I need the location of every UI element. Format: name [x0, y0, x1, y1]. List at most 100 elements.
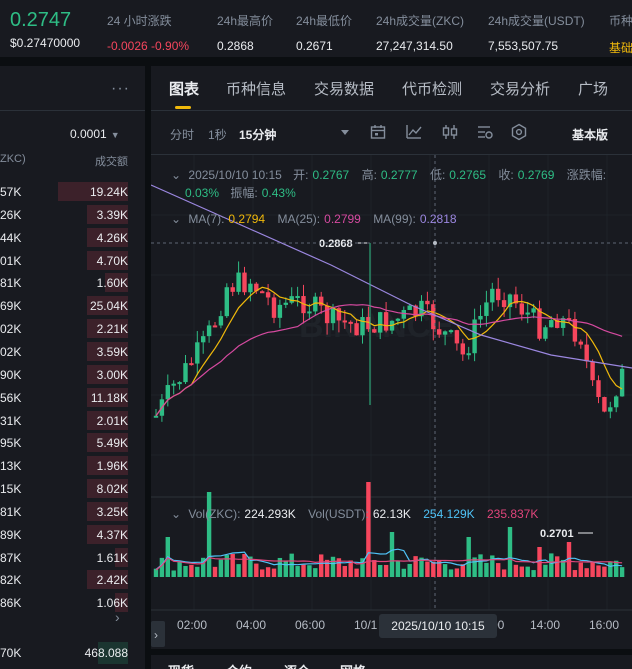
- depth-bar: [58, 182, 128, 201]
- candle-body: [560, 318, 566, 328]
- volume-legend: ⌄ Vol(ZKC): 224.293K Vol(USDT): 62.13K 254…: [171, 507, 539, 521]
- tab-chart[interactable]: 图表: [169, 81, 200, 98]
- calendar-icon[interactable]: [369, 123, 387, 141]
- tab-spot[interactable]: 现货: [168, 661, 194, 669]
- more-options-button[interactable]: ···: [111, 80, 130, 97]
- line-tool-icon[interactable]: [405, 123, 423, 141]
- candle-body: [513, 294, 519, 304]
- volume-bar: [265, 567, 271, 577]
- volume-bar: [619, 567, 625, 577]
- orderbook-row[interactable]: 89K 4.37K: [0, 523, 145, 545]
- orderbook-row[interactable]: 13K 1.96K: [0, 454, 145, 476]
- orderbook-row[interactable]: 56K 11.18K: [0, 386, 145, 408]
- orderbook-bottom-qty: 70K: [0, 646, 22, 660]
- orderbook-row[interactable]: 87K 1.61K: [0, 546, 145, 568]
- orderbook-row[interactable]: 57K 19.24K: [0, 180, 145, 202]
- orderbook-row[interactable]: 81K 3.25K: [0, 500, 145, 522]
- orderbook-row[interactable]: 02K 2.21K: [0, 317, 145, 339]
- volume-bar: [319, 554, 324, 577]
- x-tick-label: 04:00: [236, 618, 267, 632]
- candle-body: [614, 396, 619, 408]
- depth-bar: [87, 479, 128, 499]
- tab-isolated[interactable]: 逐仓: [284, 661, 310, 669]
- tab-coin-info[interactable]: 币种信息: [226, 81, 287, 98]
- orderbook-amount: 11.18K: [90, 390, 128, 405]
- orderbook-amount: 1.96K: [96, 459, 128, 474]
- candle-body: [171, 383, 176, 386]
- volume-bar: [260, 569, 265, 577]
- orderbook-row[interactable]: 15K 8.02K: [0, 477, 145, 499]
- orderbook-row[interactable]: 86K 1.06K: [0, 591, 145, 613]
- last-price-usd: $0.27470000: [10, 36, 81, 50]
- chevron-down-icon[interactable]: ⌄: [171, 507, 182, 521]
- chart-panel: 图表 币种信息 交易数据 代币检测 交易分析 广场 分时 1秒 15分钟 基本版…: [151, 66, 632, 649]
- orderbook-qty: 57K: [0, 185, 22, 199]
- candle-body: [584, 344, 589, 362]
- candle-body: [525, 312, 530, 315]
- volume-bar: [531, 570, 536, 577]
- orderbook-row[interactable]: 69K 25.04K: [0, 294, 145, 316]
- chevron-down-icon[interactable]: ⌄: [171, 168, 182, 182]
- chart-toolbar: 分时 1秒 15分钟 基本版: [151, 111, 632, 154]
- candle-body: [537, 308, 542, 339]
- volume-bar: [555, 556, 560, 577]
- volume-bar: [283, 560, 288, 577]
- indicator-icon[interactable]: [476, 123, 494, 141]
- volume-bar: [348, 560, 353, 577]
- tab-grid[interactable]: 网格: [340, 661, 366, 669]
- volume-ma-line: [155, 557, 623, 571]
- volume-bar: [389, 532, 395, 577]
- stat-token-info[interactable]: 币种 基础: [609, 14, 632, 55]
- orderbook-qty: 31K: [0, 413, 22, 428]
- candle-body: [242, 272, 247, 293]
- orderbook-amount: 4.26K: [96, 230, 128, 245]
- orderbook-row[interactable]: 90K 3.00K: [0, 363, 145, 385]
- tab-trading-data[interactable]: 交易数据: [314, 81, 375, 98]
- candlestick-chart[interactable]: BINANCE 0.2868 0.2701 ›: [151, 155, 632, 649]
- orderbook-amount: 2.21K: [96, 322, 128, 337]
- candlestick-icon[interactable]: [441, 123, 459, 141]
- orderbook-row[interactable]: 95K 5.49K: [0, 431, 145, 453]
- depth-bar: [87, 501, 128, 521]
- orderbook-row[interactable]: 01K 4.70K: [0, 249, 145, 271]
- volume-bar: [490, 555, 495, 577]
- volume-bar: [360, 558, 365, 577]
- x-tick-label: 10/1: [354, 618, 378, 632]
- candle-body: [295, 296, 300, 299]
- candle-body: [260, 291, 265, 294]
- caret-down-icon[interactable]: [336, 123, 354, 141]
- candle-body: [466, 353, 471, 356]
- chart-mode-basic-button[interactable]: 基本版: [572, 128, 609, 142]
- candle-body: [383, 312, 389, 331]
- crosshair-dot: [433, 241, 437, 245]
- interval-15m-button[interactable]: 15分钟: [239, 128, 277, 142]
- interval-1s-button[interactable]: 1秒: [208, 128, 227, 142]
- volume-bar: [560, 559, 566, 577]
- volume-bar: [472, 557, 477, 577]
- candle-body: [496, 288, 501, 301]
- orderbook-amount: 1.60K: [96, 276, 128, 291]
- orderbook-row[interactable]: 81K 1.60K: [0, 271, 145, 293]
- orderbook-row[interactable]: 31K 2.01K: [0, 409, 145, 431]
- tab-token-check[interactable]: 代币检测: [402, 81, 463, 98]
- candle-body: [490, 288, 495, 303]
- tab-square[interactable]: 广场: [578, 81, 609, 98]
- volume-bar: [195, 566, 200, 577]
- tab-trade-analysis[interactable]: 交易分析: [490, 81, 551, 98]
- volume-bar: [566, 542, 572, 577]
- volume-bar: [578, 562, 583, 577]
- orderbook-row[interactable]: 26K 3.39K: [0, 203, 145, 225]
- tick-size-select[interactable]: 0.0001 ▼: [70, 127, 120, 141]
- orderbook-row[interactable]: 02K 3.59K: [0, 340, 145, 362]
- orderbook-qty: 82K: [0, 573, 22, 588]
- tab-futures[interactable]: 合约: [226, 661, 252, 669]
- candle-body: [206, 325, 212, 337]
- settings-icon[interactable]: [510, 123, 528, 141]
- orderbook-row[interactable]: 82K 2.42K: [0, 568, 145, 590]
- depth-bar: [87, 456, 128, 476]
- chevron-down-icon[interactable]: ⌄: [171, 212, 182, 226]
- chevron-right-icon[interactable]: ›: [115, 609, 120, 625]
- interval-time-button[interactable]: 分时: [170, 128, 195, 142]
- orderbook-row[interactable]: 44K 4.26K: [0, 226, 145, 248]
- last-price: 0.2747: [10, 9, 72, 31]
